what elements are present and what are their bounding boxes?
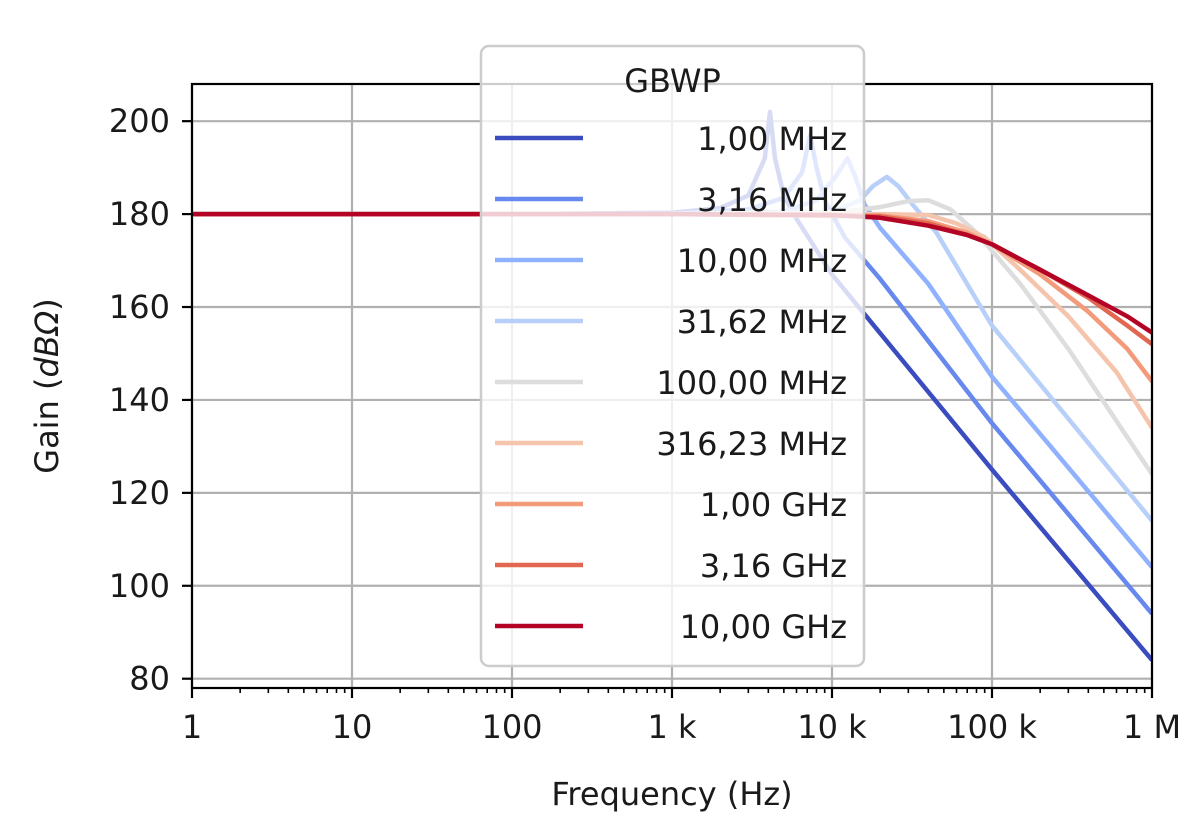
y-axis-label: Gain (dBΩ) <box>28 298 66 473</box>
y-tick-label: 120 <box>109 474 170 512</box>
legend: GBWP 1,00 MHz 3,16 MHz 10,00 MHz 31,62 MHz 1… <box>479 44 866 668</box>
axis-ticks: 1 10 100 1 k 10 k 100 k 1 M 80 100 120 140 160 180 20… <box>109 102 1181 746</box>
x-tick-label: 10 k <box>797 708 867 746</box>
legend-entry-label: 316,23 MHz <box>656 425 847 463</box>
legend-entry-label: 3,16 GHz <box>700 547 847 585</box>
x-tick-label: 10 <box>332 708 373 746</box>
y-axis-label-prefix: Gain ( <box>28 377 66 473</box>
x-tick-label: 1 M <box>1123 708 1181 746</box>
legend-entry-label: 100,00 MHz <box>656 364 847 402</box>
legend-entry-label: 10,00 MHz <box>677 242 847 280</box>
legend-entry-label: 1,00 GHz <box>700 486 847 524</box>
x-tick-label: 100 k <box>947 708 1037 746</box>
legend-entry-label: 10,00 GHz <box>680 608 847 646</box>
x-tick-label: 1 k <box>647 708 697 746</box>
legend-entry-label: 3,16 MHz <box>697 181 847 219</box>
y-tick-label: 160 <box>109 288 170 326</box>
legend-entry-label: 31,62 MHz <box>677 303 847 341</box>
y-axis-label-unit: dBΩ <box>28 310 66 377</box>
y-tick-label: 140 <box>109 381 170 419</box>
x-tick-label: 1 <box>182 708 202 746</box>
x-axis-label: Frequency (Hz) <box>551 775 792 813</box>
y-tick-label: 200 <box>109 102 170 140</box>
y-tick-label: 100 <box>109 567 170 605</box>
y-axis-label-suffix: ) <box>28 298 66 310</box>
legend-entry-label: 1,00 MHz <box>697 120 847 158</box>
y-tick-label: 180 <box>109 195 170 233</box>
y-tick-label: 80 <box>129 660 170 698</box>
legend-title: GBWP <box>624 62 721 100</box>
x-tick-label: 100 <box>481 708 542 746</box>
